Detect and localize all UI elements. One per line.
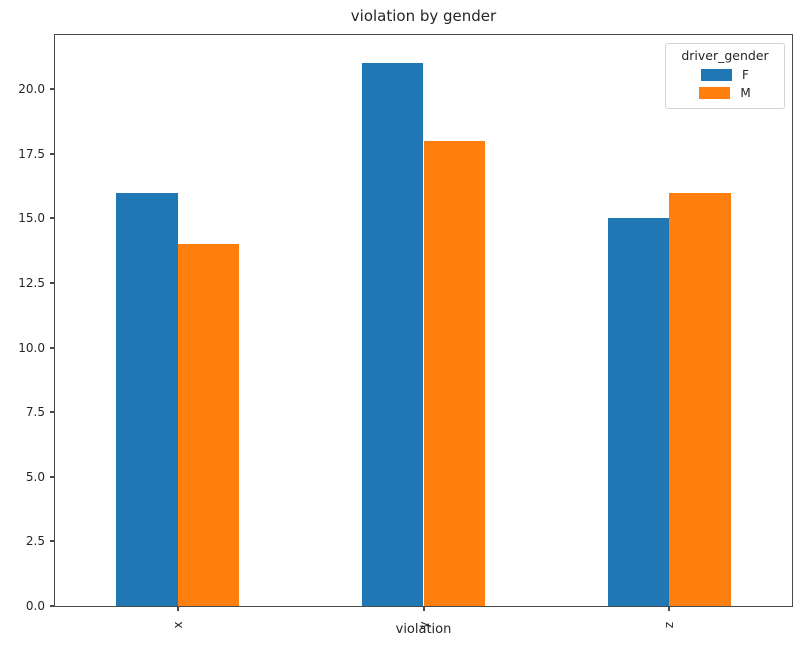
- bar-f-x: [116, 192, 178, 606]
- y-tick-mark: [50, 605, 55, 607]
- x-tick-mark: [668, 606, 671, 611]
- legend-item-m: M: [676, 84, 774, 102]
- y-axis: 0.0 2.5 5.0 7.5 10.0 12.5 15.0 17.5 20.0: [18, 35, 792, 613]
- chart-title: violation by gender: [350, 7, 497, 25]
- x-tick-mark: [176, 606, 179, 611]
- y-tick-mark: [50, 282, 55, 285]
- bar-m-z: [669, 192, 731, 606]
- y-tick-mark: [50, 540, 55, 543]
- y-tick-label: 7.5: [25, 405, 45, 420]
- legend-label: M: [740, 86, 751, 100]
- bar-m-x: [177, 244, 240, 606]
- legend-label: F: [742, 68, 749, 82]
- y-tick-mark: [50, 217, 55, 220]
- y-tick-label: 2.5: [25, 534, 45, 549]
- y-tick-mark: [50, 152, 55, 155]
- y-tick-label: 20.0: [18, 82, 45, 97]
- x-axis-label: violation: [395, 622, 452, 637]
- y-tick-mark: [50, 475, 55, 478]
- y-tick-mark: [50, 411, 55, 414]
- y-tick-mark: [50, 346, 55, 349]
- legend-title: driver_gender: [681, 48, 769, 63]
- legend-swatch-m: [699, 87, 731, 99]
- x-tick-mark: [422, 606, 425, 611]
- bar-m-y: [423, 140, 485, 606]
- y-tick-label: 12.5: [18, 276, 45, 291]
- y-tick-label: 0.0: [25, 599, 45, 613]
- y-tick-label: 17.5: [18, 146, 45, 161]
- bar-f-y: [362, 63, 424, 606]
- y-tick-mark: [50, 88, 55, 91]
- legend-item-f: F: [676, 66, 774, 84]
- legend-swatch-f: [701, 69, 733, 81]
- bar-f-z: [607, 218, 670, 606]
- y-tick-label: 15.0: [18, 211, 45, 226]
- bars-layer: [55, 35, 792, 606]
- y-tick-label: 5.0: [25, 469, 45, 484]
- y-tick-label: 10.0: [18, 340, 45, 355]
